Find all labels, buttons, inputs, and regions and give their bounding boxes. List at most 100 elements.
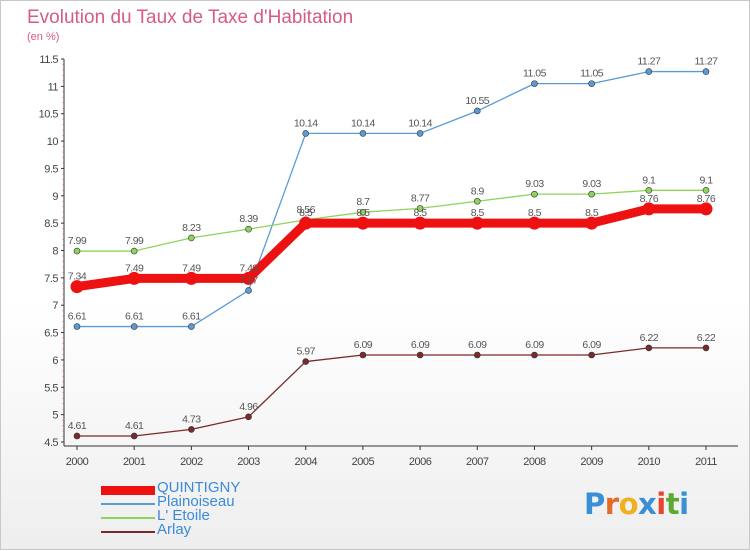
series-line-arlay — [77, 347, 706, 437]
data-point — [702, 68, 710, 75]
data-point — [531, 190, 538, 198]
data-point — [73, 323, 81, 330]
data-point — [359, 130, 367, 137]
x-tick-label: 2007 — [466, 456, 489, 468]
data-label: 8.39 — [239, 213, 258, 225]
data-point — [473, 351, 481, 359]
data-label: 8.5 — [585, 207, 599, 219]
y-tick-label: 11.5 — [39, 54, 58, 66]
series-line-plainoiseau — [77, 70, 706, 328]
data-label: 6.61 — [68, 311, 87, 323]
data-point — [642, 202, 656, 216]
data-label: 6.09 — [354, 339, 373, 351]
legend-swatch — [101, 517, 155, 519]
data-point — [70, 280, 84, 294]
y-tick-label: 6.5 — [44, 328, 58, 340]
data-label: 7.49 — [125, 262, 144, 274]
data-point — [473, 107, 481, 115]
data-point — [699, 202, 713, 216]
data-label: 8.7 — [356, 196, 370, 208]
chart-title: Evolution du Taux de Taxe d'Habitation — [27, 7, 354, 28]
x-tick-label: 2011 — [695, 456, 717, 468]
legend-swatch — [101, 503, 155, 505]
legend-swatch — [101, 531, 155, 533]
data-point — [130, 323, 138, 330]
data-label: 10.55 — [465, 95, 489, 107]
legend-label: Plainoiseau — [157, 493, 235, 510]
data-label: 11.27 — [695, 56, 719, 68]
legend-label: L' Etoile — [157, 507, 210, 524]
data-label: 6.09 — [582, 339, 601, 351]
x-tick-label: 2001 — [123, 456, 146, 468]
y-tick-label: 10.5 — [39, 109, 59, 121]
legend-label: QUINTIGNY — [157, 479, 241, 496]
data-label: 8.56 — [297, 204, 316, 216]
data-label: 7.34 — [68, 271, 87, 283]
data-label: 8.76 — [640, 193, 659, 205]
data-label: 6.09 — [411, 339, 430, 351]
data-point — [416, 205, 424, 212]
series-line-l-etoile — [77, 189, 706, 252]
x-tick-label: 2003 — [237, 456, 260, 468]
data-label: 6.09 — [468, 339, 487, 351]
data-point — [416, 351, 424, 359]
data-label: 4.96 — [239, 401, 258, 413]
data-point — [359, 351, 367, 359]
data-point — [531, 80, 538, 87]
data-point — [242, 271, 256, 285]
data-label: 6.61 — [125, 311, 144, 323]
data-label: 8.5 — [528, 207, 542, 219]
data-point — [245, 287, 252, 294]
data-label: 4.61 — [68, 420, 87, 432]
data-point — [473, 197, 481, 205]
data-label: 8.76 — [697, 193, 716, 205]
y-tick-label: 7.5 — [44, 273, 58, 285]
y-tick-label: 5.5 — [44, 382, 58, 394]
data-point — [585, 216, 599, 230]
data-label: 11.05 — [580, 68, 604, 80]
data-label: 6.61 — [182, 311, 201, 323]
data-label: 7.27 — [239, 274, 258, 286]
data-label: 8.5 — [471, 207, 485, 219]
data-point — [188, 323, 195, 330]
y-tick-label: 7 — [52, 300, 58, 312]
data-label: 11.05 — [523, 68, 547, 80]
data-label: 6.22 — [697, 332, 716, 344]
x-tick-label: 2006 — [409, 456, 432, 468]
data-label: 9.1 — [699, 174, 713, 186]
y-tick-label: 9.5 — [44, 163, 58, 175]
data-label: 6.09 — [525, 339, 544, 351]
y-tick-label: 6 — [52, 355, 58, 367]
x-tick-label: 2004 — [294, 456, 317, 468]
data-point — [184, 271, 198, 285]
data-label: 8.5 — [414, 207, 428, 219]
data-point — [245, 413, 252, 421]
data-point — [702, 187, 710, 194]
data-label: 8.9 — [471, 185, 485, 197]
data-label: 7.49 — [239, 262, 258, 274]
data-point — [470, 216, 484, 230]
data-point — [527, 216, 541, 230]
data-label: 7.99 — [68, 235, 87, 247]
data-point — [188, 234, 195, 242]
data-point — [588, 351, 595, 359]
data-label: 10.14 — [408, 117, 432, 129]
x-tick-label: 2009 — [580, 456, 603, 468]
data-point — [299, 216, 313, 230]
data-point — [531, 351, 538, 359]
x-tick-label: 2002 — [180, 456, 203, 468]
data-point — [245, 225, 252, 233]
proxiti-logo: Proxiti — [584, 487, 689, 521]
data-point — [356, 216, 370, 230]
y-tick-label: 8 — [52, 246, 58, 258]
data-label: 8.77 — [411, 192, 430, 204]
data-label: 10.14 — [294, 117, 318, 129]
series-line-quintigny — [76, 204, 706, 292]
data-point — [588, 80, 595, 87]
data-label: 4.73 — [182, 413, 201, 425]
chart-subtitle: (en %) — [27, 31, 60, 43]
data-point — [702, 344, 710, 352]
data-point — [359, 208, 367, 216]
